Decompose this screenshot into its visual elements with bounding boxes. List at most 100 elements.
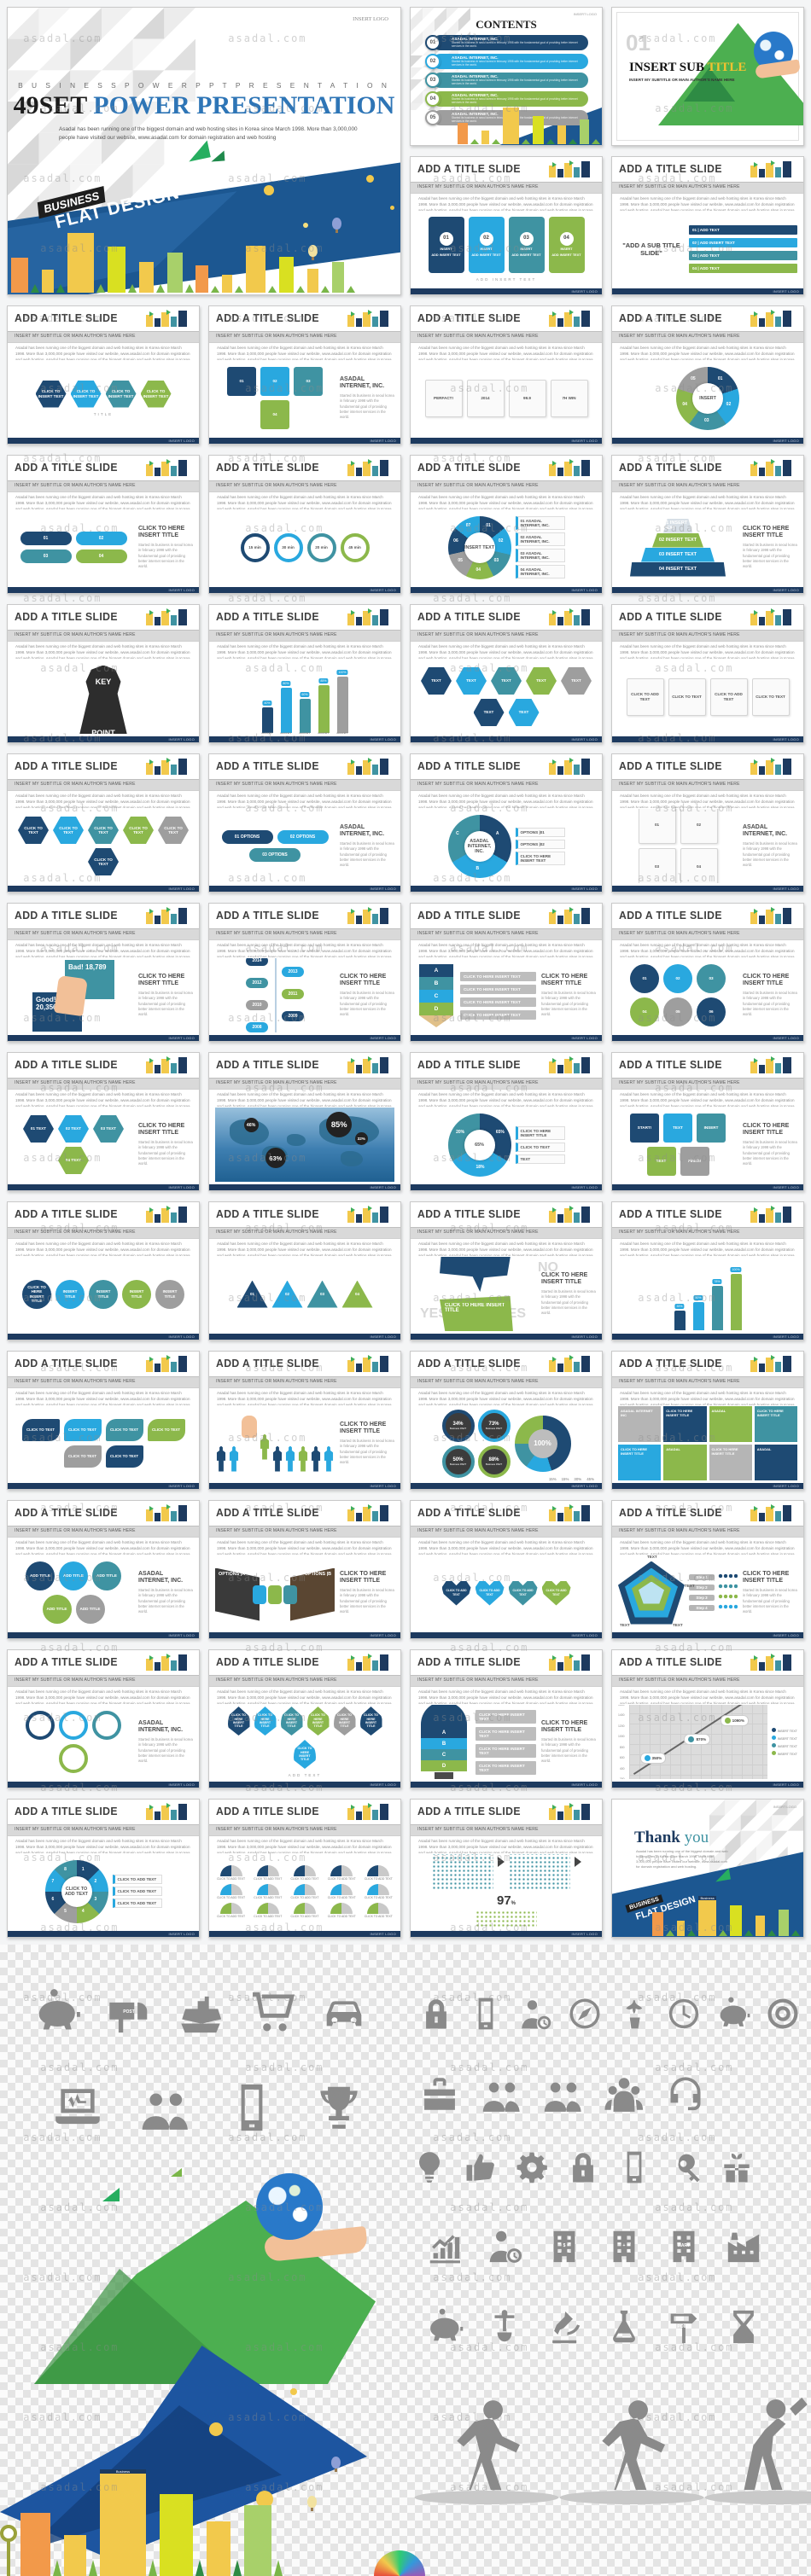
mini-building [155, 916, 160, 924]
person-figure-icon [311, 1446, 321, 1472]
y-tick: 1400 [618, 1713, 625, 1717]
slide-header: ADD A TITLE SLIDE [411, 1053, 602, 1078]
decor-dot [209, 2422, 223, 2436]
bar-value-tag: 60% [300, 692, 309, 697]
slide-title: ADD A TITLE SLIDE [417, 162, 521, 175]
slide-subtitle-bar: INSERT MY SUBTITLE OR MAIN AUTHOR'S NAME… [8, 1227, 199, 1239]
motif-tallcard-shape: 02 INSERT ADD INSERT TEXT [469, 217, 505, 273]
motif-card-caption: INSERT [480, 247, 492, 252]
mini-flag-icon [351, 1207, 355, 1212]
mini-building [549, 912, 556, 924]
mini-building [775, 167, 781, 177]
slide-subtitle-bar: INSERT MY SUBTITLE OR MAIN AUTHOR'S NAME… [8, 1824, 199, 1836]
mini-city-graphic [346, 1056, 394, 1073]
mini-city-graphic [547, 1803, 595, 1820]
mini-flag-icon [149, 1506, 154, 1511]
mini-building [380, 1804, 388, 1820]
padlock-icon [418, 1996, 454, 2032]
slide-header: ADD A TITLE SLIDE [8, 605, 199, 630]
slide-footer-bar: INSERT LOGO [8, 1184, 199, 1190]
ring-caption: Business PART [450, 1427, 466, 1430]
mini-building [574, 1362, 580, 1372]
bulb-base [435, 1772, 453, 1779]
gauge-fill [220, 1884, 231, 1895]
motif-caption: ASADAL INTERNET, INC. Started its busines… [743, 824, 797, 869]
slide-thumb-43: ADD A TITLE SLIDE INSERT MY SUBTITLE OR M… [208, 1649, 401, 1788]
donut-center-label: CLICK TO ADD TEXT [61, 1876, 92, 1907]
mini-flag-icon [351, 1805, 355, 1810]
mini-building [783, 908, 791, 924]
gauge-label: CLICK TO ADD TEXT [326, 1896, 358, 1899]
motif-caption: ASADAL INTERNET, INC. Started its busines… [340, 824, 394, 869]
mini-building [178, 1804, 187, 1820]
motif-hex-shape: CLICK TO INSERT TEXT [36, 381, 67, 408]
slide-thumb-36: ADD A TITLE SLIDE INSERT MY SUBTITLE OR M… [410, 1351, 603, 1490]
motif-circle-shape: ADD TITLE [92, 1561, 121, 1590]
tag-text: 870% [696, 1737, 706, 1742]
city-tree-icon [31, 284, 39, 293]
motif-hex-shape: TEXT [526, 667, 557, 695]
motif-leaf-shape: CLICK TO TEXT [106, 1445, 143, 1468]
slide-subtitle-bar: INSERT MY SUBTITLE OR MAIN AUTHOR'S NAME… [612, 331, 803, 343]
motif-drop-shape: CLICK TO HERE INSERT TITLE [228, 1707, 250, 1736]
point-label: POINT [91, 729, 115, 735]
donut-segment-label: 05 [458, 558, 463, 563]
contents-title: CONTENTS [411, 18, 602, 32]
motif-area: 01 TEXT 02 TEXT 03 TEXT 04 TEXT [14, 1115, 133, 1174]
slide-body-text: Asadal has been running one of the bigge… [209, 642, 400, 659]
motif-caption-subtext: Started its business in seoul korea in f… [743, 1588, 797, 1614]
gauge-meter [367, 1884, 389, 1895]
slide-title: ADD A TITLE SLIDE [619, 909, 722, 922]
slide-body-text: Asadal has been running one of the bigge… [612, 343, 803, 360]
city-tree-icon [666, 1930, 674, 1936]
motif-leaf-shape: CLICK TO TEXT [64, 1419, 102, 1441]
city-skyline: Business [652, 1896, 800, 1936]
bar-value-tag: 100% [336, 670, 347, 675]
mini-city-graphic [144, 1504, 192, 1521]
template-preview-page: INSERT LOGO B U S I N E S S P O W E R P P… [0, 0, 811, 2576]
motif-caption-subtext: Started its business in seoul korea in f… [541, 1289, 596, 1316]
slide-header: ADD A TITLE SLIDE [8, 1352, 199, 1376]
motif-ring-shape: 15 min [241, 533, 270, 562]
motif-caption: CLICK TO HERE INSERT TITLE Started its bu… [743, 526, 797, 570]
hero-title-slide: INSERT LOGO B U S I N E S S P O W E R P P… [7, 7, 401, 295]
man-woman-icon [138, 2081, 191, 2134]
mini-building [574, 765, 580, 775]
slide-footer-bar: INSERT LOGO [612, 1782, 803, 1788]
mosaic-tile: CLICK TO HERE INSERT TITLE [755, 1406, 797, 1442]
mini-building [775, 914, 781, 924]
gauge-cell: CLICK TO ADD TEXT [252, 1903, 283, 1918]
bar: 80%INSERT TEXT [281, 688, 292, 732]
bar: 50%TEXT [693, 1302, 704, 1330]
slide-content-area: Bad! 18,789 Good! 20,356 CLICK TO HERE INS… [14, 958, 193, 1032]
motif-square-shape: START! [630, 1114, 659, 1143]
motif-card-text: ADD INSERT TEXT [431, 253, 460, 258]
slide-title: ADD A TITLE SLIDE [417, 1506, 521, 1519]
mini-city-graphic [749, 160, 796, 177]
bar-value-tag: 78% [712, 1279, 721, 1284]
city-tree-icon [89, 2560, 97, 2576]
slide-title: ADD A TITLE SLIDE [216, 1207, 319, 1220]
mini-building [557, 617, 563, 625]
slide-footer-bar: INSERT LOGO [8, 1782, 199, 1788]
slide-footer-bar: INSERT LOGO [612, 1334, 803, 1340]
bulb-row-label: CLICK TO HERE INSERT TEXT [476, 1710, 536, 1724]
gauge-cell: CLICK TO ADD TEXT [215, 1865, 247, 1881]
mini-building [775, 1362, 781, 1372]
slide-header: ADD A TITLE SLIDE [411, 605, 602, 630]
gauge-meter [367, 1865, 389, 1876]
mini-city-graphic [144, 758, 192, 775]
post-mailbox-icon: POST [104, 1987, 154, 2037]
mini-flag-icon [166, 1355, 171, 1360]
motif-caption: CLICK TO HERE INSERT TITLE Started its bu… [340, 1571, 394, 1615]
slide-body-text: Asadal has been running one of the bigge… [411, 1239, 602, 1256]
city-building [139, 262, 153, 293]
keyhole-graphic: KEY POINT [76, 666, 131, 735]
slide-subtitle-bar: INSERT MY SUBTITLE OR MAIN AUTHOR'S NAME… [209, 928, 400, 940]
slide-header: ADD A TITLE SLIDE [411, 1800, 602, 1824]
slide-subtitle-bar: INSERT MY SUBTITLE OR MAIN AUTHOR'S NAME… [209, 630, 400, 642]
mini-flag-icon [552, 461, 557, 466]
gauge-meter [294, 1903, 316, 1914]
bar: 100%INSERT TEXT [337, 677, 348, 733]
motif-area: ASADAL INTERNET, INC. A B C OPTIONS |01 OPTIO… [417, 815, 596, 878]
